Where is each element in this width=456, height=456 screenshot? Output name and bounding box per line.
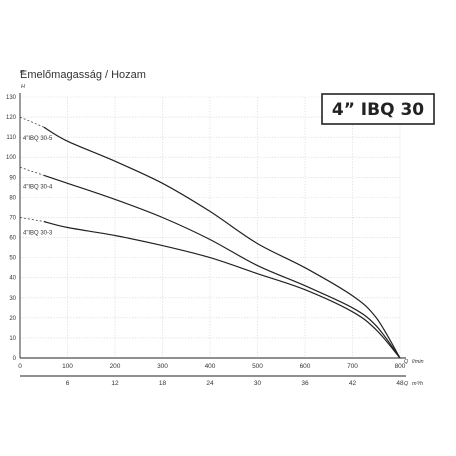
y-axis-label-h: H	[21, 84, 25, 90]
x-tick-label: 200	[110, 363, 121, 370]
series-shutoff-dash	[19, 116, 44, 128]
model-label-frame	[321, 93, 435, 125]
x2-tick-label: 6	[66, 380, 70, 387]
y-tick-label: 40	[9, 276, 16, 282]
y-tick-label: 30	[9, 296, 16, 302]
y-tick-label: 90	[9, 175, 16, 181]
x2-tick-label: 48	[396, 380, 404, 387]
tick-labels: 0 10 20 30 40 50 60 70 80 90 100 110 120 130 0 100 200 30…	[6, 95, 406, 387]
x2-tick-label: 36	[301, 380, 309, 387]
y-tick-label: 0	[13, 356, 17, 362]
model-label-box: 4” IBQ 30	[321, 93, 435, 125]
y-tick-label: 20	[9, 316, 16, 322]
x2-tick-label: 42	[349, 380, 357, 387]
y-tick-label: 80	[9, 195, 16, 201]
x-tick-label: 500	[252, 363, 263, 370]
x2-tick-label: 24	[206, 380, 214, 387]
axes	[19, 93, 406, 377]
x-tick-label: 700	[347, 363, 358, 370]
x-tick-label: 600	[300, 363, 311, 370]
y-tick-label: 60	[9, 236, 16, 242]
x-axis-units: Q l/min Q m³/h	[404, 359, 424, 387]
x-axis-unit-m3h: m³/h	[412, 381, 423, 387]
series-curve	[43, 220, 401, 359]
series-label: 4”IBQ 30-4	[23, 184, 53, 190]
series-labels: 4”IBQ 30-5 4”IBQ 30-4 4”IBQ 30-3	[23, 136, 53, 236]
x-axis-unit-lmin: l/min	[412, 359, 424, 365]
series-label: 4”IBQ 30-5	[23, 136, 53, 142]
series-curve	[43, 174, 401, 359]
series-shutoff-dash	[19, 217, 44, 222]
y-tick-label: 120	[6, 115, 17, 121]
x2-tick-label: 18	[159, 380, 167, 387]
x-tick-label: 300	[157, 363, 168, 370]
y-tick-label: 70	[9, 215, 16, 221]
series-shutoff-dash	[19, 166, 44, 176]
y-axis-unit: m H	[20, 69, 25, 90]
x-axis-label-q1: Q	[404, 359, 409, 365]
y-tick-label: 10	[9, 336, 16, 342]
chart-title: Emelőmagasság / Hozam	[20, 69, 146, 81]
x2-tick-label: 30	[254, 380, 262, 387]
y-tick-label: 50	[9, 256, 16, 262]
series-label: 4”IBQ 30-3	[23, 230, 53, 236]
grid	[20, 96, 401, 358]
model-label: 4” IBQ 30	[332, 100, 424, 120]
x2-tick-label: 12	[111, 380, 119, 387]
x-tick-label: 100	[62, 363, 73, 370]
x-tick-label: 0	[18, 363, 22, 370]
y-tick-label: 100	[6, 155, 17, 161]
y-tick-label: 110	[6, 135, 16, 141]
y-tick-label: 130	[6, 95, 17, 101]
series-curves	[19, 116, 401, 359]
x-tick-label: 800	[395, 363, 406, 370]
x-axis-label-q2: Q	[404, 381, 409, 387]
series-curve	[43, 126, 401, 359]
x-tick-label: 400	[205, 363, 216, 370]
y-axis-unit-m: m	[20, 69, 25, 75]
